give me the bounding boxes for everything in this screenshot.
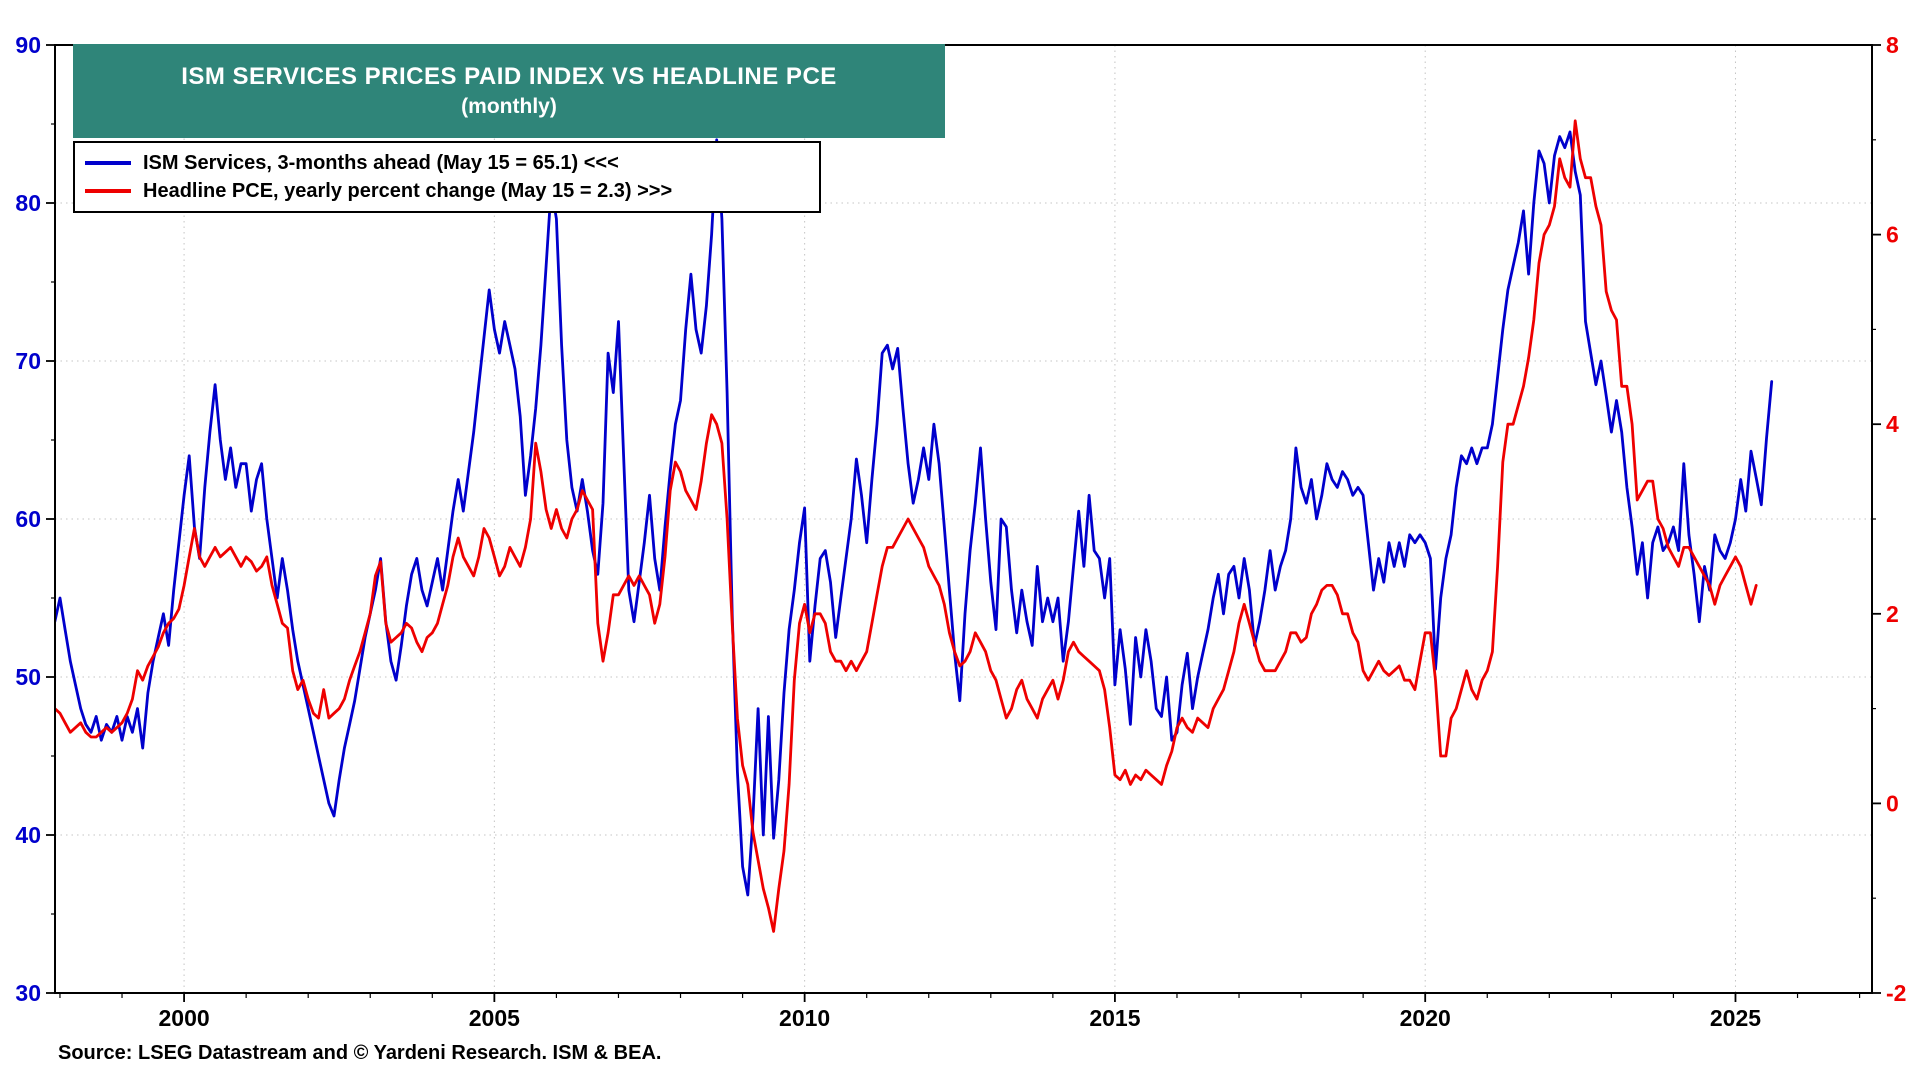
legend-label-ism: ISM Services, 3-months ahead (May 15 = 6… bbox=[143, 151, 619, 174]
legend-item-pce: Headline PCE, yearly percent change (May… bbox=[85, 177, 809, 205]
right-axis-tick-label: 0 bbox=[1886, 790, 1899, 816]
pce-series-line bbox=[55, 119, 1758, 933]
left-axis-tick-label: 70 bbox=[15, 348, 41, 374]
source-note: Source: LSEG Datastream and © Yardeni Re… bbox=[58, 1042, 662, 1064]
x-axis-tick-label: 2005 bbox=[469, 1005, 520, 1031]
ism-line-swatch bbox=[85, 161, 131, 165]
left-axis-tick-label: 80 bbox=[15, 190, 41, 216]
right-axis-tick-label: 6 bbox=[1886, 222, 1899, 248]
left-axis-tick-label: 90 bbox=[15, 32, 41, 58]
left-axis-tick-label: 50 bbox=[15, 664, 41, 690]
series-lines bbox=[55, 119, 1774, 933]
left-axis-tick-label: 60 bbox=[15, 506, 41, 532]
left-axis-tick-label: 40 bbox=[15, 822, 41, 848]
legend: ISM Services, 3-months ahead (May 15 = 6… bbox=[73, 141, 821, 213]
x-axis-tick-label: 2000 bbox=[158, 1005, 209, 1031]
x-axis-tick-label: 2010 bbox=[779, 1005, 830, 1031]
right-axis-tick-label: 2 bbox=[1886, 601, 1899, 627]
chart-title-box: ISM SERVICES PRICES PAID INDEX VS HEADLI… bbox=[73, 44, 945, 138]
axes: 30 40 50 60 70 80 90 -2 0 2 4 6 8 2000 2005 2010 2015 202… bbox=[15, 32, 1906, 1031]
chart-title: ISM SERVICES PRICES PAID INDEX VS HEADLI… bbox=[181, 63, 837, 90]
x-axis-tick-label: 2015 bbox=[1089, 1005, 1140, 1031]
left-axis-tick-label: 30 bbox=[15, 980, 41, 1006]
right-axis-tick-label: 8 bbox=[1886, 32, 1899, 58]
right-axis-tick-label: -2 bbox=[1886, 980, 1906, 1006]
pce-line-swatch bbox=[85, 189, 131, 193]
ism-series-line bbox=[55, 130, 1774, 897]
legend-item-ism: ISM Services, 3-months ahead (May 15 = 6… bbox=[85, 149, 809, 177]
chart-subtitle: (monthly) bbox=[461, 95, 557, 118]
x-axis-tick-label: 2020 bbox=[1400, 1005, 1451, 1031]
legend-label-pce: Headline PCE, yearly percent change (May… bbox=[143, 179, 673, 202]
x-axis-tick-label: 2025 bbox=[1710, 1005, 1761, 1031]
right-axis-tick-label: 4 bbox=[1886, 411, 1899, 437]
